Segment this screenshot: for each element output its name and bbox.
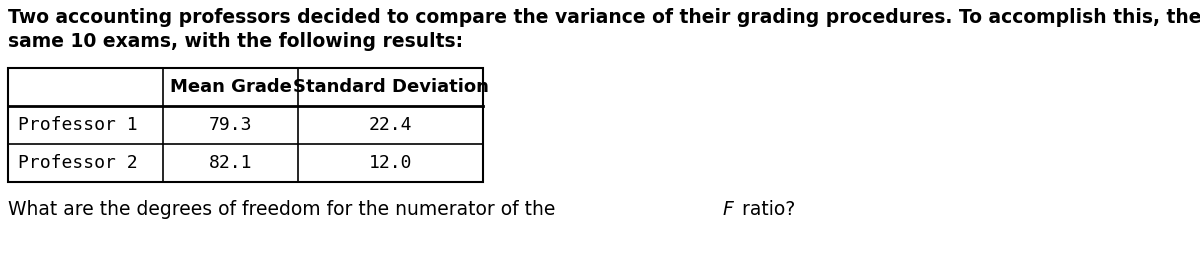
Text: 82.1: 82.1 (209, 154, 252, 172)
Text: 22.4: 22.4 (368, 116, 413, 134)
Text: 79.3: 79.3 (209, 116, 252, 134)
Text: ratio?: ratio? (736, 200, 796, 219)
Text: Professor 1: Professor 1 (18, 116, 137, 134)
Text: Two accounting professors decided to compare the variance of their grading proce: Two accounting professors decided to com… (8, 8, 1200, 27)
Text: Standard Deviation: Standard Deviation (293, 78, 488, 96)
Text: Professor 2: Professor 2 (18, 154, 137, 172)
Text: 12.0: 12.0 (368, 154, 413, 172)
Text: F: F (722, 200, 733, 219)
Text: What are the degrees of freedom for the numerator of the: What are the degrees of freedom for the … (8, 200, 562, 219)
Text: Mean Grade: Mean Grade (169, 78, 292, 96)
Text: same 10 exams, with the following results:: same 10 exams, with the following result… (8, 32, 463, 51)
